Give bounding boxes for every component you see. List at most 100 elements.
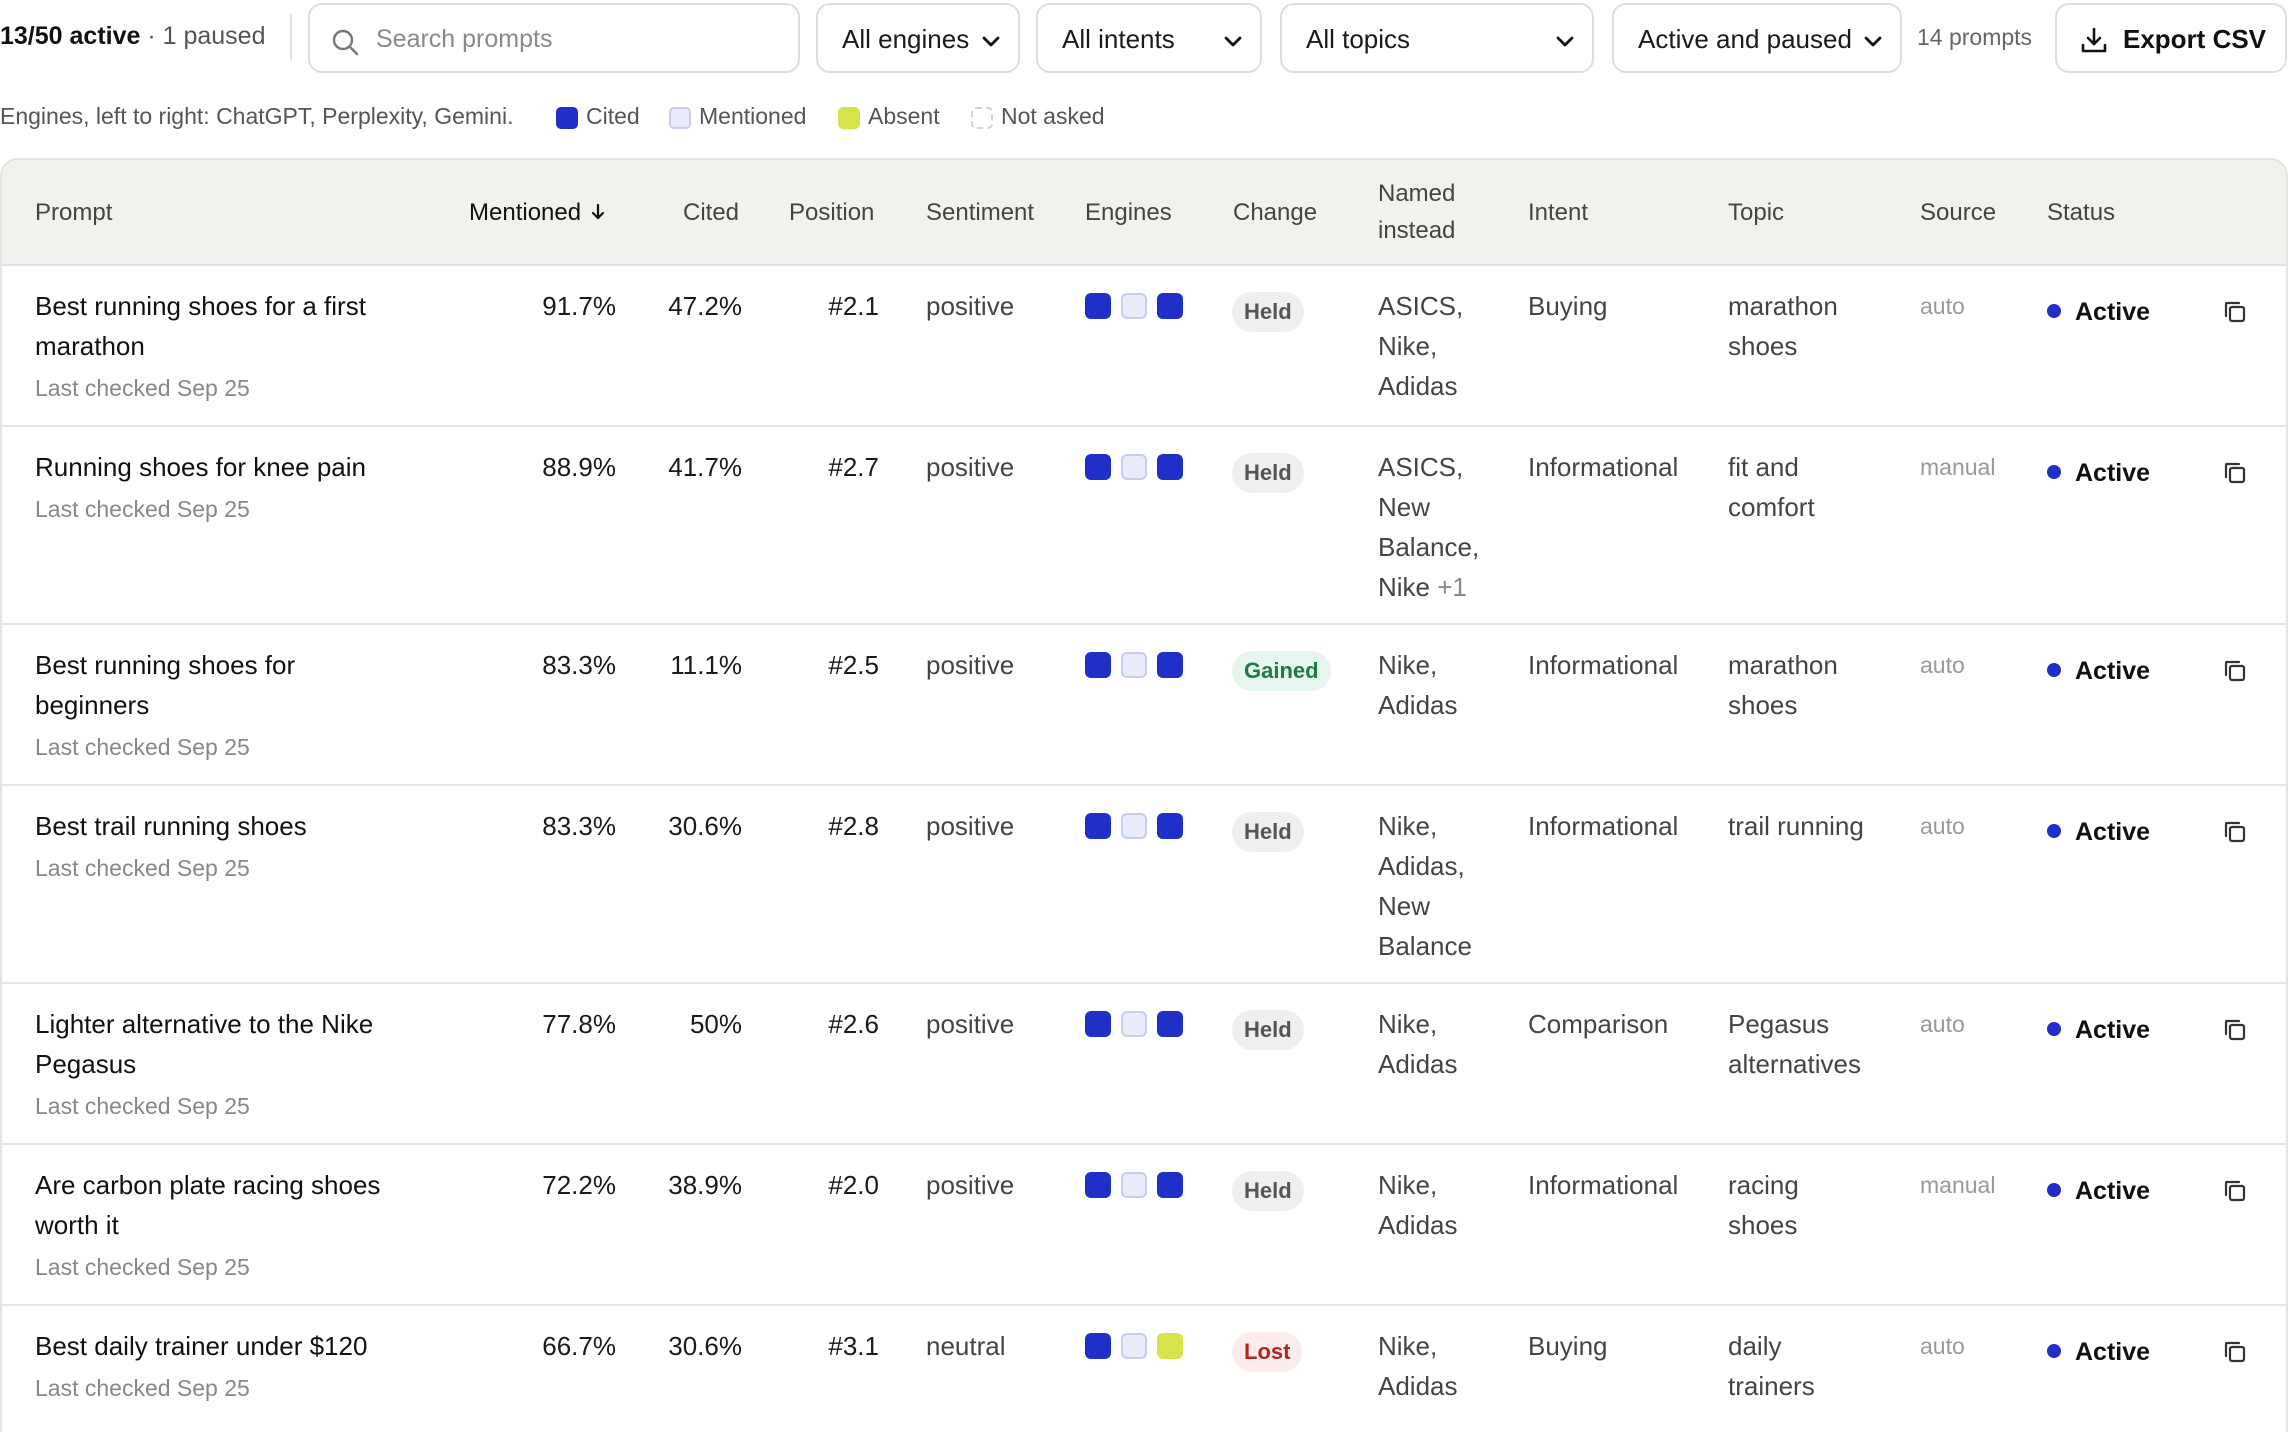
column-header-named-instead-line2[interactable]: instead — [1378, 217, 1456, 244]
engine-indicators — [1085, 652, 1185, 680]
named-instead-line: ASICS, — [1378, 291, 1464, 321]
copy-icon[interactable] — [2221, 657, 2249, 685]
status-label: Active — [2075, 298, 2151, 326]
status-active: Active — [2047, 1334, 2150, 1370]
intents-filter[interactable]: All intents — [1036, 3, 1262, 73]
column-header-change[interactable]: Change — [1233, 199, 1318, 226]
position-value: #2.7 — [828, 452, 879, 482]
chevron-down-icon — [1224, 36, 1242, 47]
column-header-mentioned[interactable]: Mentioned — [469, 195, 607, 231]
prompts-table: Prompt Mentioned Cited Position Sentimen… — [0, 158, 2288, 1432]
engine-status-mentioned — [1121, 1011, 1147, 1037]
copy-icon[interactable] — [2221, 459, 2249, 487]
column-header-named-instead-line1[interactable]: Named — [1378, 180, 1456, 207]
source-value: auto — [1920, 1011, 1965, 1037]
sentiment-value: positive — [926, 452, 1015, 482]
status-active: Active — [2047, 1173, 2150, 1209]
engine-status-cited — [1157, 1172, 1183, 1198]
search-box[interactable] — [308, 3, 800, 73]
column-header-intent[interactable]: Intent — [1528, 199, 1589, 226]
table-row[interactable]: Lighter alternative to the Nike Pegasus La… — [2, 984, 2286, 1145]
column-header-engines[interactable]: Engines — [1085, 199, 1172, 226]
prompt-cell[interactable]: Best running shoes for beginners Last chec… — [35, 645, 435, 765]
position-value: #2.0 — [828, 1170, 879, 1200]
position-value: #2.8 — [828, 811, 879, 841]
topic-line: marathon — [1728, 650, 1838, 680]
table-row[interactable]: Are carbon plate racing shoes worth it Las… — [2, 1145, 2286, 1306]
export-csv-button[interactable]: Export CSV — [2055, 3, 2287, 73]
status-dot — [2047, 663, 2061, 677]
column-header-position[interactable]: Position — [789, 199, 875, 226]
status-filter[interactable]: Active and paused — [1612, 3, 1902, 73]
topic-cell: daily trainers — [1728, 1326, 1898, 1406]
table-row[interactable]: Running shoes for knee pain Last checked … — [2, 427, 2286, 625]
named-instead-line: Adidas — [1378, 371, 1458, 401]
change-badge: Held — [1232, 1171, 1304, 1211]
copy-icon[interactable] — [2221, 298, 2249, 326]
sentiment-value: positive — [926, 650, 1015, 680]
column-header-topic[interactable]: Topic — [1728, 199, 1785, 226]
engines-filter[interactable]: All engines — [816, 3, 1020, 73]
topics-filter-label: All topics — [1306, 24, 1411, 54]
engine-status-cited — [1157, 293, 1183, 319]
topic-cell: Pegasus alternatives — [1728, 1004, 1898, 1084]
position-value: #3.1 — [828, 1331, 879, 1361]
column-header-prompt[interactable]: Prompt — [35, 199, 113, 226]
prompt-title: Running shoes for knee pain — [35, 452, 367, 482]
prompt-cell[interactable]: Best daily trainer under $120 Last checke… — [35, 1326, 435, 1406]
prompt-cell[interactable]: Best running shoes for a first marathon La… — [35, 286, 435, 406]
mentioned-value: 72.2% — [542, 1170, 616, 1200]
topic-cell: marathon shoes — [1728, 645, 1898, 725]
status-active: Active — [2047, 294, 2150, 330]
copy-icon[interactable] — [2221, 1338, 2249, 1366]
table-row[interactable]: Best daily trainer under $120 Last checke… — [2, 1306, 2286, 1432]
named-instead-line: Adidas — [1378, 1049, 1458, 1079]
column-header-cited[interactable]: Cited — [683, 199, 740, 226]
column-header-status[interactable]: Status — [2047, 199, 2116, 226]
topic-line: marathon — [1728, 291, 1838, 321]
status-filter-label: Active and paused — [1638, 24, 1852, 54]
named-instead-line: Adidas, — [1378, 851, 1465, 881]
status-dot — [2047, 465, 2061, 479]
prompt-cell[interactable]: Lighter alternative to the Nike Pegasus La… — [35, 1004, 435, 1124]
prompt-cell[interactable]: Best trail running shoes Last checked Sep… — [35, 806, 435, 886]
copy-icon[interactable] — [2221, 1177, 2249, 1205]
intents-filter-label: All intents — [1062, 24, 1175, 54]
topics-filter[interactable]: All topics — [1280, 3, 1594, 73]
engine-status-cited — [1085, 293, 1111, 319]
last-checked: Last checked Sep 25 — [35, 1254, 250, 1280]
sentiment-value: positive — [926, 811, 1015, 841]
table-row[interactable]: Best running shoes for beginners Last chec… — [2, 625, 2286, 786]
prompt-cell[interactable]: Running shoes for knee pain Last checked … — [35, 447, 435, 527]
intent-value: Informational — [1528, 650, 1679, 680]
engine-status-cited — [1085, 652, 1111, 678]
sentiment-value: positive — [926, 291, 1015, 321]
copy-icon[interactable] — [2221, 1016, 2249, 1044]
copy-icon[interactable] — [2221, 818, 2249, 846]
legend-swatch-cited — [556, 107, 578, 129]
engine-status-cited — [1157, 813, 1183, 839]
table-row[interactable]: Best running shoes for a first marathon La… — [2, 266, 2286, 427]
intent-value: Informational — [1528, 811, 1679, 841]
column-header-source[interactable]: Source — [1920, 199, 1997, 226]
legend-swatch-mentioned — [669, 107, 691, 129]
status-active: Active — [2047, 653, 2150, 689]
change-badge: Gained — [1232, 651, 1331, 691]
topic-line: comfort — [1728, 492, 1815, 522]
prompt-cell[interactable]: Are carbon plate racing shoes worth it Las… — [35, 1165, 435, 1285]
named-instead-line: Adidas — [1378, 1371, 1458, 1401]
legend-label-cited: Cited — [586, 103, 640, 129]
column-header-sentiment[interactable]: Sentiment — [926, 199, 1035, 226]
topic-cell: trail running — [1728, 806, 1898, 846]
last-checked: Last checked Sep 25 — [35, 855, 250, 881]
cited-value: 11.1% — [670, 650, 742, 680]
engine-status-absent — [1157, 1333, 1183, 1359]
named-instead-line: Nike, — [1378, 331, 1438, 361]
search-input[interactable] — [376, 19, 776, 59]
topic-line: shoes — [1728, 690, 1798, 720]
position-value: #2.6 — [828, 1009, 879, 1039]
table-row[interactable]: Best trail running shoes Last checked Sep… — [2, 786, 2286, 984]
named-more-count[interactable]: +1 — [1430, 572, 1467, 602]
source-value: manual — [1920, 1172, 1996, 1198]
named-instead-cell: Nike, Adidas — [1378, 1326, 1508, 1406]
